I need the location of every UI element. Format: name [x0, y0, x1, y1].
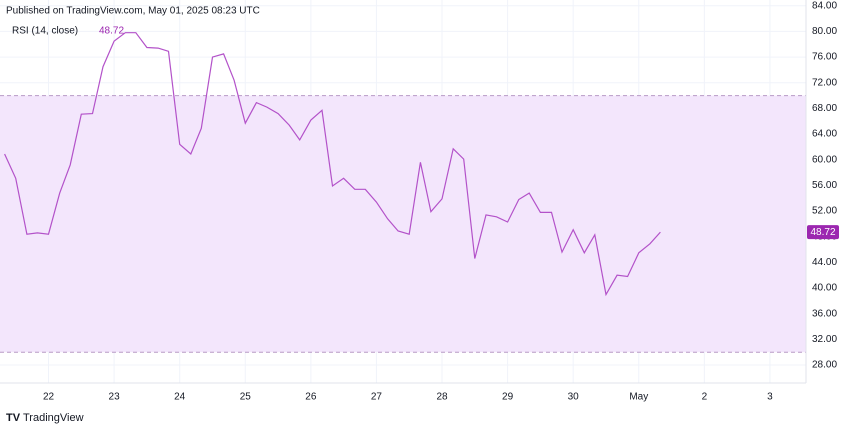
- last-value-tag: [807, 225, 839, 240]
- y-tick-label: 60.00: [812, 154, 837, 165]
- indicator-value: 48.72: [99, 26, 124, 37]
- y-tick-label: 32.00: [812, 334, 837, 345]
- y-tick-label: 40.00: [812, 283, 837, 294]
- x-tick-label: 28: [436, 392, 448, 403]
- x-tick-label: 27: [371, 392, 383, 403]
- logo-mark: TV: [6, 412, 21, 424]
- y-tick-label: 52.00: [812, 206, 837, 217]
- y-tick-label: 44.00: [812, 257, 837, 268]
- indicator-name: RSI (14, close): [12, 26, 78, 37]
- y-tick-label: 76.00: [812, 52, 837, 63]
- x-tick-label: 24: [174, 392, 186, 403]
- x-tick-label: May: [629, 392, 648, 403]
- x-tick-label: 26: [305, 392, 317, 403]
- y-tick-label: 80.00: [812, 26, 837, 37]
- x-tick-label: 23: [109, 392, 121, 403]
- y-tick-label: 64.00: [812, 129, 837, 140]
- x-tick-label: 2: [702, 392, 708, 403]
- published-note: Published on TradingView.com, May 01, 20…: [6, 6, 260, 17]
- plot: [0, 0, 806, 383]
- x-tick-label: 22: [43, 392, 55, 403]
- y-tick-label: 84.00: [812, 0, 837, 11]
- y-tick-label: 36.00: [812, 308, 837, 319]
- x-tick-label: 3: [767, 392, 773, 403]
- y-tick-label: 72.00: [812, 77, 837, 88]
- y-tick-label: 68.00: [812, 103, 837, 114]
- x-tick-label: 29: [502, 392, 514, 403]
- brand: TradingView: [23, 412, 84, 424]
- rsi-line: [4, 32, 661, 297]
- y-tick-label: 28.00: [812, 360, 837, 371]
- rsi-band: [0, 95, 806, 353]
- x-tick-label: 30: [568, 392, 580, 403]
- y-tick-label: 56.00: [812, 180, 837, 191]
- x-tick-label: 25: [240, 392, 252, 403]
- last-value-label: 48.72: [810, 227, 835, 238]
